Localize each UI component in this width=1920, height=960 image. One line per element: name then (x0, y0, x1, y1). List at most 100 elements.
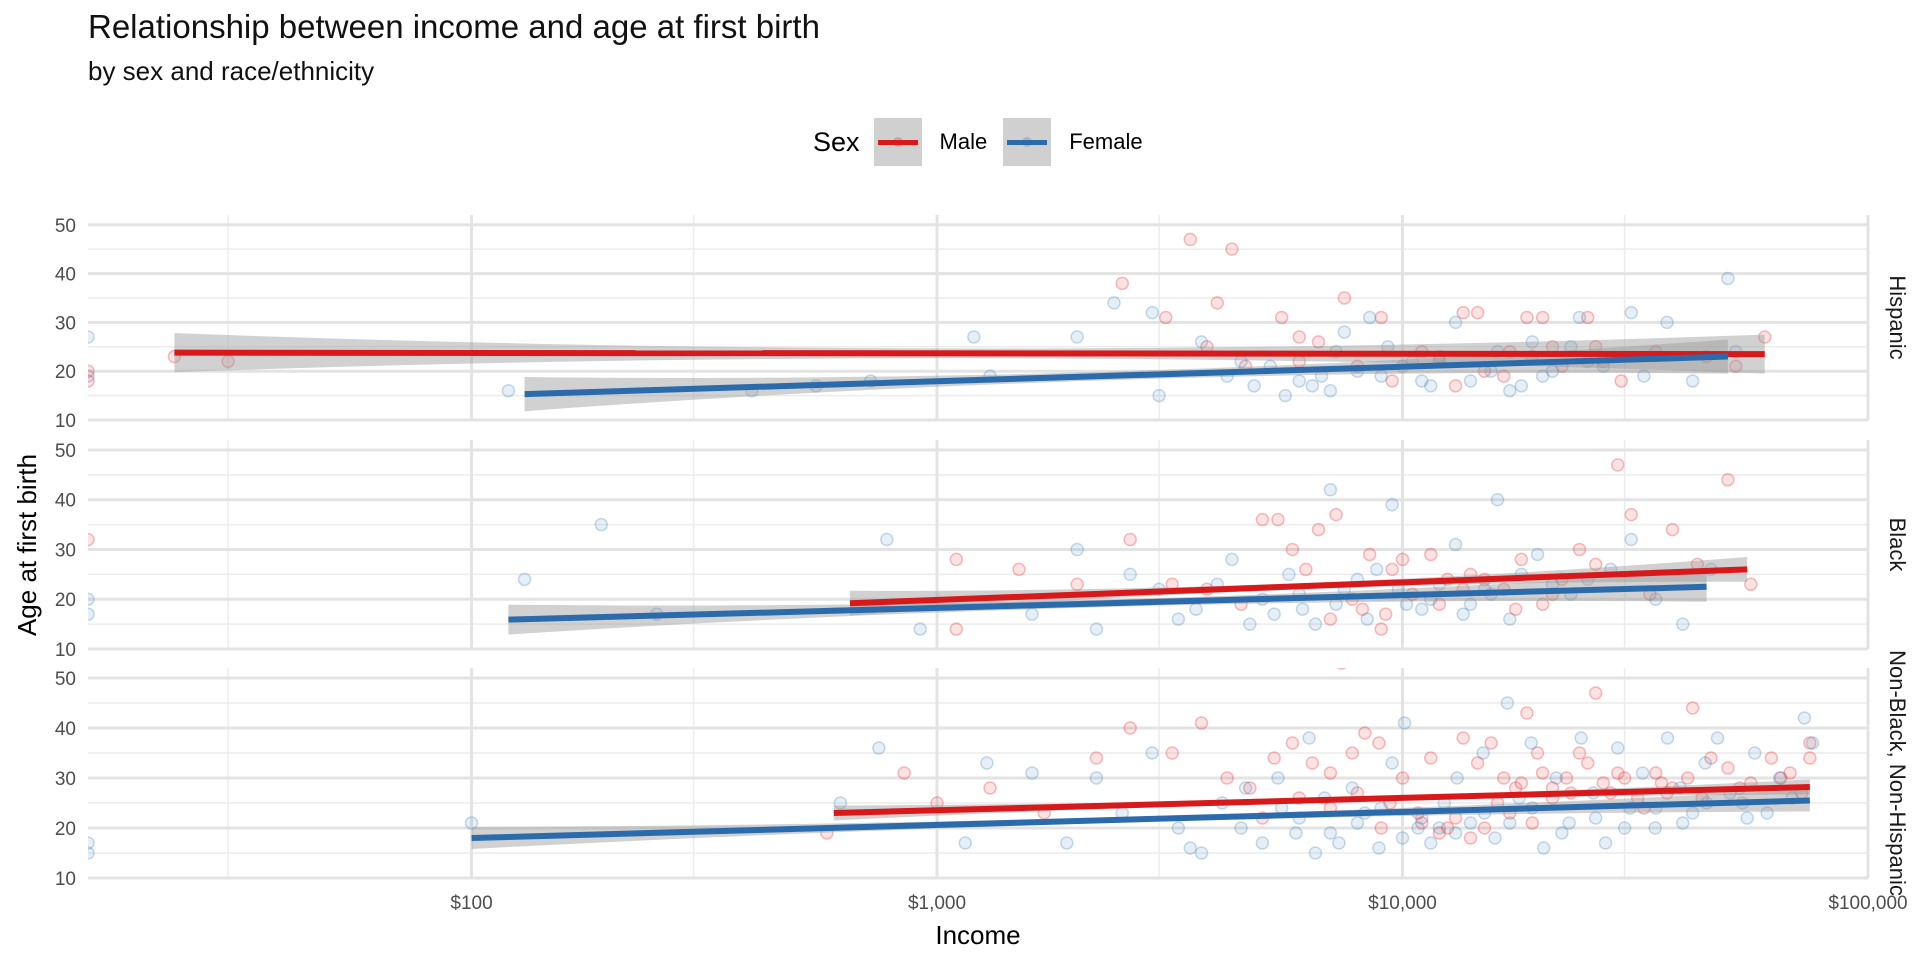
point-female (1145, 746, 1160, 760)
point-female (1415, 602, 1429, 616)
point-female (1302, 731, 1316, 745)
point-male (1611, 766, 1625, 780)
point-female (1323, 826, 1338, 840)
point-female (1514, 379, 1529, 393)
point-male (949, 552, 964, 567)
point-female (594, 517, 609, 532)
point-female (1267, 607, 1281, 621)
point-male (1572, 542, 1587, 557)
y-tick-label: 20 (55, 362, 76, 383)
point-female (1805, 736, 1820, 750)
point-male (1704, 751, 1718, 765)
point-female (958, 836, 973, 850)
point-male (1305, 756, 1320, 770)
point-male (1617, 771, 1632, 785)
point-male (1508, 602, 1523, 616)
point-female (88, 369, 95, 383)
y-tick-label: 10 (55, 640, 76, 661)
point-male (1803, 736, 1817, 750)
point-male (1220, 771, 1234, 785)
point-male (1514, 776, 1529, 790)
point-male (1299, 562, 1313, 577)
point-female (88, 836, 95, 850)
x-tick-label: $10,000 (1368, 893, 1437, 914)
point-female (1194, 335, 1209, 349)
point-male (1395, 771, 1410, 785)
point-female (1488, 831, 1502, 845)
point-female (1448, 826, 1463, 840)
point-male (1385, 562, 1399, 577)
point-male (1496, 771, 1511, 785)
point-male (1385, 374, 1399, 388)
point-male (1721, 761, 1735, 775)
point-male (1415, 816, 1429, 830)
point-female (1535, 369, 1550, 383)
legend: Sex Male Female (813, 118, 1159, 166)
point-female (1432, 821, 1447, 835)
point-female (1685, 374, 1700, 388)
point-male (1520, 310, 1534, 325)
point-female (1536, 841, 1551, 855)
point-male (1285, 542, 1300, 557)
point-female (1503, 383, 1517, 398)
point-female (1397, 716, 1412, 730)
point-male (949, 622, 964, 636)
point-female (1145, 305, 1160, 320)
point-female (1238, 781, 1253, 795)
point-female (1572, 310, 1587, 325)
point-male (1358, 726, 1372, 740)
point-male (1374, 821, 1388, 835)
point-male (1345, 746, 1360, 760)
point-female (1225, 552, 1239, 567)
point-male (1424, 547, 1438, 562)
point-female (1530, 547, 1545, 562)
y-tick-label: 50 (55, 441, 76, 462)
point-female (1025, 766, 1039, 780)
point-male (1274, 310, 1289, 325)
point-male (1355, 602, 1370, 616)
point-female (1372, 841, 1386, 855)
point-female (1247, 379, 1261, 393)
point-male (1115, 276, 1130, 291)
point-male (1477, 821, 1492, 835)
point-male (1432, 826, 1447, 840)
y-tick-label: 30 (55, 313, 76, 334)
y-tick-label: 30 (55, 769, 76, 790)
point-male (1496, 369, 1511, 383)
point-female (1362, 310, 1377, 325)
point-female (501, 383, 516, 398)
y-tick-label: 40 (55, 265, 76, 286)
point-male (1210, 296, 1225, 310)
point-male (1362, 547, 1377, 562)
point-female (1060, 836, 1074, 850)
point-female (1171, 612, 1186, 626)
y-tick-label: 20 (55, 590, 76, 611)
point-female (1189, 602, 1203, 616)
point-male (1323, 612, 1338, 626)
point-male (1292, 330, 1306, 344)
point-female (1463, 816, 1478, 830)
point-male (1243, 781, 1257, 795)
point-female (1637, 369, 1651, 383)
point-female (1555, 826, 1569, 840)
point-female (1549, 771, 1564, 785)
point-female (1295, 602, 1310, 616)
point-male (1337, 291, 1352, 305)
point-female (1660, 315, 1674, 330)
point-female (464, 816, 479, 830)
point-female (1369, 562, 1384, 577)
point-male (1374, 310, 1388, 325)
point-male (1588, 557, 1603, 572)
point-male (88, 364, 95, 378)
point-male (88, 532, 95, 547)
point-male (1665, 522, 1680, 537)
panel-content (88, 668, 1820, 860)
point-male (1448, 379, 1463, 393)
point-female (1747, 746, 1762, 760)
chart-title: Relationship between income and age at f… (88, 8, 820, 45)
point-male (1183, 232, 1198, 247)
point-male (1520, 706, 1534, 720)
point-male (1721, 473, 1735, 487)
point-male (1271, 512, 1285, 527)
point-female (1385, 497, 1399, 512)
